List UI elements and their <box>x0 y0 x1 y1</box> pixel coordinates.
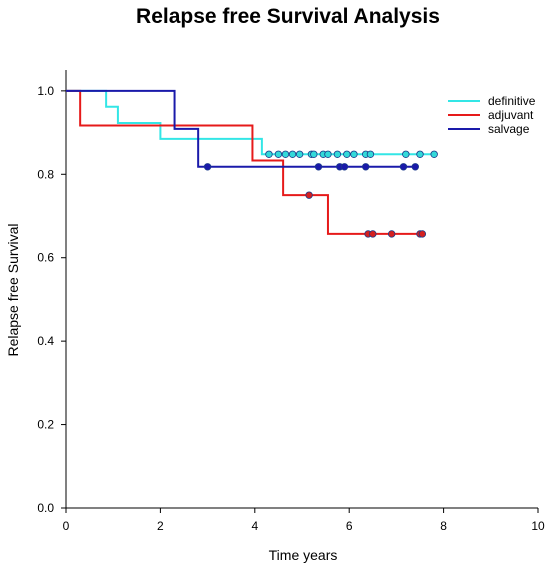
series-line-adjuvant <box>66 89 425 235</box>
legend-label-salvage: salvage <box>488 122 530 136</box>
chart-axes: 0 2 4 6 8 10 0.0 0.2 0.4 0.6 0.8 1.0 <box>37 70 545 533</box>
series-line-definitive <box>66 89 435 156</box>
x-tick-label: 0 <box>63 519 70 533</box>
censor-mark-salvage <box>340 163 349 171</box>
censor-mark-adjuvant <box>387 230 396 238</box>
censor-mark-definitive <box>295 150 304 158</box>
censor-mark-definitive <box>281 150 290 158</box>
censor-mark-salvage <box>314 163 323 171</box>
censor-mark-definitive <box>350 150 358 158</box>
series-definitive <box>66 89 438 158</box>
y-tick-label: 0.4 <box>37 334 54 348</box>
series-adjuvant <box>66 89 427 238</box>
x-tick-label: 2 <box>157 519 164 533</box>
y-tick-label: 0.0 <box>37 501 54 515</box>
series-salvage <box>66 89 419 171</box>
legend-label-adjuvant: adjuvant <box>488 108 534 122</box>
censor-mark-salvage <box>399 163 408 171</box>
censor-mark-definitive <box>310 150 318 158</box>
x-tick-label: 8 <box>440 519 447 533</box>
censor-mark-definitive <box>265 150 273 158</box>
censor-mark-definitive <box>333 150 342 158</box>
censor-mark-definitive <box>366 150 375 158</box>
x-axis-label: Time years <box>269 547 338 563</box>
chart-title: Relapse free Survival Analysis <box>136 5 440 28</box>
censor-mark-definitive <box>430 150 438 158</box>
censor-mark-adjuvant <box>369 230 377 238</box>
censor-mark-salvage <box>411 163 419 171</box>
censor-mark-definitive <box>402 150 410 158</box>
censor-mark-adjuvant <box>418 230 427 238</box>
censor-mark-definitive <box>288 150 297 158</box>
y-tick-label: 0.8 <box>37 167 54 181</box>
x-tick-label: 4 <box>251 519 258 533</box>
censor-mark-definitive <box>416 150 424 158</box>
y-tick-label: 1.0 <box>37 84 54 98</box>
censor-mark-adjuvant <box>305 191 313 199</box>
censor-mark-salvage <box>203 163 212 171</box>
x-tick-label: 10 <box>531 519 545 533</box>
y-tick-label: 0.6 <box>37 251 54 265</box>
censor-mark-definitive <box>274 150 283 158</box>
series-layer <box>66 89 438 238</box>
series-line-salvage <box>66 89 416 168</box>
censor-mark-salvage <box>362 163 370 171</box>
censor-mark-definitive <box>343 150 351 158</box>
y-tick-label: 0.2 <box>37 418 54 432</box>
y-axis-label: Relapse free Survival <box>5 223 21 356</box>
x-tick-label: 6 <box>346 519 353 533</box>
censor-mark-definitive <box>324 150 332 158</box>
legend-label-definitive: definitive <box>488 94 536 108</box>
